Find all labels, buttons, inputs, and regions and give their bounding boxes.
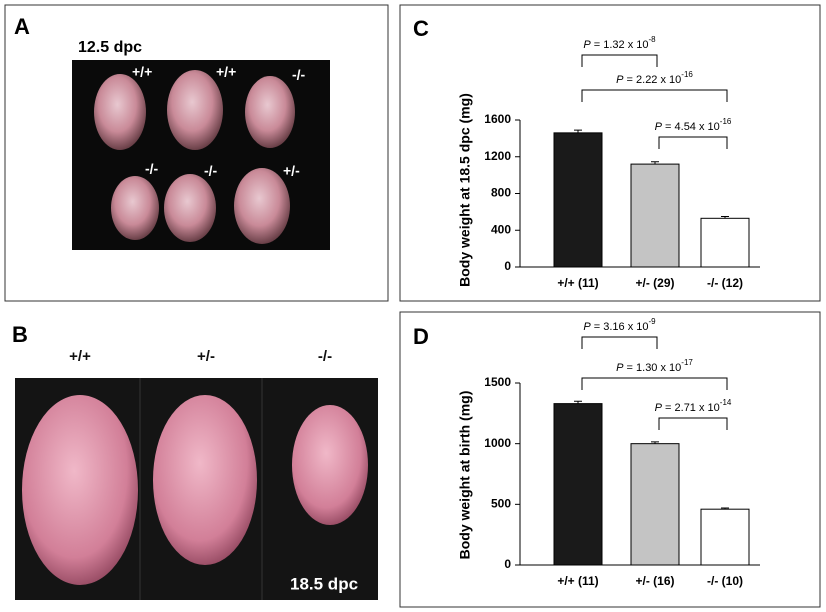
error-bar — [574, 400, 582, 404]
y-tick-label: 500 — [491, 497, 511, 511]
y-tick-label: 0 — [504, 557, 511, 571]
p-symbol: P — [655, 402, 663, 414]
significance-bracket — [658, 136, 728, 149]
p-text: = 2.22 x 10 — [623, 74, 681, 86]
p-symbol: P — [616, 362, 624, 374]
genotype-label: -/- — [204, 163, 218, 179]
p-symbol: P — [583, 321, 591, 333]
significance-bracket — [581, 54, 658, 67]
panel-letter: A — [14, 14, 30, 39]
p-value: P = 1.32 x 10-8 — [583, 35, 656, 51]
y-axis-label: Body weight at 18.5 dpc (mg) — [457, 93, 473, 287]
p-text: = 1.32 x 10 — [591, 39, 649, 51]
p-exponent: -9 — [649, 317, 657, 326]
p-exponent: -8 — [649, 35, 657, 44]
genotype-label: +/- — [283, 163, 300, 179]
x-tick-label: +/+ (11) — [557, 574, 598, 588]
x-tick-label: -/- (12) — [707, 276, 743, 290]
stage-label: 12.5 dpc — [78, 39, 142, 56]
y-axis-label: Body weight at birth (mg) — [457, 391, 473, 560]
x-tick-label: -/- (10) — [707, 574, 743, 588]
p-exponent: -16 — [681, 70, 693, 79]
bar — [700, 508, 750, 566]
p-text: = 1.30 x 10 — [623, 362, 681, 374]
error-bar — [721, 215, 729, 219]
significance-bracket — [581, 336, 658, 349]
y-tick-label: 800 — [491, 186, 511, 200]
bar — [630, 163, 680, 268]
genotype-label: -/- — [318, 348, 332, 365]
panel-letter: C — [413, 16, 429, 41]
error-bar — [651, 441, 659, 444]
p-symbol: P — [616, 74, 624, 86]
error-bar — [721, 507, 729, 510]
panel-letter: D — [413, 324, 429, 349]
genotype-label: -/- — [145, 161, 159, 177]
photo-b — [15, 378, 378, 600]
panel-frame — [4, 4, 389, 302]
genotype-label: +/+ — [132, 64, 152, 80]
panel-letter: B — [12, 322, 28, 347]
p-exponent: -17 — [681, 358, 693, 367]
bar — [630, 443, 680, 566]
y-tick-label: 0 — [504, 259, 511, 273]
bar — [553, 132, 603, 268]
panel-frame — [399, 311, 821, 608]
error-bar — [574, 129, 582, 133]
p-text: = 4.54 x 10 — [662, 121, 720, 133]
genotype-label: -/- — [292, 67, 306, 83]
p-text: = 3.16 x 10 — [591, 321, 649, 333]
p-symbol: P — [583, 39, 591, 51]
p-exponent: -16 — [720, 117, 732, 126]
p-value: P = 2.22 x 10-16 — [616, 70, 693, 86]
significance-bracket — [581, 377, 728, 390]
x-tick-label: +/- (16) — [635, 574, 674, 588]
stage-label: 18.5 dpc — [290, 574, 358, 593]
p-symbol: P — [655, 121, 663, 133]
p-value: P = 2.71 x 10-14 — [655, 398, 732, 414]
y-tick-label: 400 — [491, 222, 511, 236]
genotype-label: +/+ — [69, 348, 91, 365]
bar — [700, 217, 750, 268]
p-value: P = 1.30 x 10-17 — [616, 358, 693, 374]
y-tick-label: 1600 — [484, 112, 511, 126]
x-tick-label: +/+ (11) — [557, 276, 598, 290]
genotype-label: +/- — [197, 348, 215, 365]
y-tick-label: 1000 — [484, 436, 511, 450]
significance-bracket — [658, 417, 728, 430]
p-exponent: -14 — [720, 398, 732, 407]
p-value: P = 4.54 x 10-16 — [655, 117, 732, 133]
y-tick-label: 1500 — [484, 375, 511, 389]
photo-a — [72, 60, 330, 250]
bar — [553, 403, 603, 566]
error-bar — [651, 161, 659, 165]
y-tick-label: 1200 — [484, 149, 511, 163]
panel-frame — [399, 4, 821, 302]
significance-bracket — [581, 89, 728, 102]
p-text: = 2.71 x 10 — [662, 402, 720, 414]
p-value: P = 3.16 x 10-9 — [583, 317, 656, 333]
genotype-label: +/+ — [216, 64, 236, 80]
x-tick-label: +/- (29) — [635, 276, 674, 290]
